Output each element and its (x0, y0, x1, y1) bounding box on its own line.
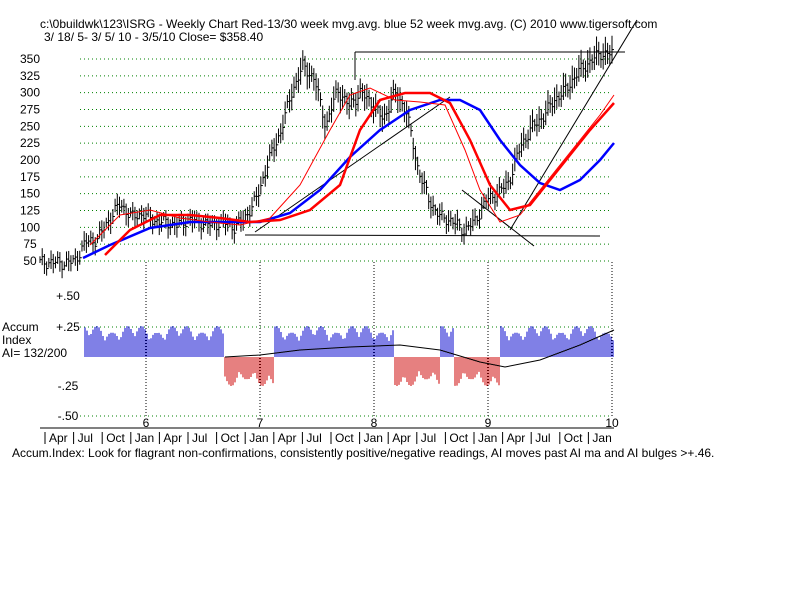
year-label: 9 (485, 416, 492, 430)
footer-note: Accum.Index: Look for flagrant non-confi… (12, 446, 715, 460)
accum-ma-path (224, 329, 615, 368)
month-label: Oct (106, 431, 125, 445)
price-grid (80, 58, 612, 262)
accum-bars (84, 326, 614, 386)
price-tick-label: 200 (20, 153, 40, 167)
ma-30-line (104, 91, 615, 256)
support-line (244, 234, 601, 237)
accum-ma-line (224, 329, 615, 368)
ma-52-line (82, 98, 615, 260)
recent-uptrend-line (509, 19, 638, 231)
accum-label-line1: Accum (2, 320, 39, 334)
price-tick-label: 300 (20, 86, 40, 100)
chart-subtitle: 3/ 18/ 5- 3/ 5/ 10 - 3/5/10 Close= $358.… (44, 30, 264, 44)
month-label: Jul (306, 431, 321, 445)
year-label: 7 (257, 416, 264, 430)
month-label: Oct (449, 431, 468, 445)
accum-label-line2: Index (2, 333, 32, 347)
price-tick-label: 75 (23, 237, 37, 251)
month-label: Jan (592, 431, 611, 445)
price-tick-label: 225 (20, 136, 40, 150)
price-tick-label: 150 (20, 187, 40, 201)
chart-title: c:\0buildwk\123\ISRG - Weekly Chart Red-… (40, 17, 658, 31)
accum-index-label: Accum Index AI= 132/200 (2, 321, 67, 360)
accum-grid (80, 326, 612, 417)
month-label: Apr (163, 431, 182, 445)
accum-tick-label: +.50 (56, 289, 80, 303)
price-tick-label: 125 (20, 204, 40, 218)
moving-average-lines (82, 87, 615, 260)
trendlines (244, 19, 638, 247)
month-label: Apr (507, 431, 526, 445)
month-label: Jul (421, 431, 436, 445)
price-tick-label: 250 (20, 119, 40, 133)
month-label: Oct (221, 431, 240, 445)
uptrend-line (254, 96, 451, 233)
accum-y-axis: +.50 +.25 -.25 -.50 (56, 289, 80, 423)
month-label: Jan (249, 431, 268, 445)
accum-tick-label: +.25 (56, 320, 80, 334)
accum-label-line3: AI= 132/200 (2, 346, 68, 360)
year-label: 8 (371, 416, 378, 430)
price-tick-label: 350 (20, 52, 40, 66)
month-label: Apr (49, 431, 68, 445)
month-label: Apr (278, 431, 297, 445)
price-tick-label: 50 (23, 254, 37, 268)
month-label: Jan (364, 431, 383, 445)
month-label: Jan (478, 431, 497, 445)
month-label: Jul (78, 431, 93, 445)
year-label: 10 (605, 416, 619, 430)
accum-tick-label: -.50 (58, 409, 79, 423)
price-tick-label: 175 (20, 170, 40, 184)
month-label: Apr (392, 431, 411, 445)
month-label: Jan (135, 431, 154, 445)
year-label: 6 (143, 416, 150, 430)
price-tick-label: 100 (20, 220, 40, 234)
price-tick-label: 275 (20, 103, 40, 117)
time-x-axis: 6 7 8 9 10 Apr Jul Oct Jan Apr Jul Oct Jan Apr Jul Oct J… (40, 262, 619, 445)
ma-13-line (89, 87, 615, 246)
month-label: Jul (192, 431, 207, 445)
month-label: Jul (535, 431, 550, 445)
month-label: Oct (564, 431, 583, 445)
month-label: Oct (335, 431, 354, 445)
price-tick-label: 325 (20, 69, 40, 83)
accum-tick-label: -.25 (58, 379, 79, 393)
price-y-axis: 350 325 300 275 250 225 200 175 150 125 100 75 50 (20, 52, 40, 268)
